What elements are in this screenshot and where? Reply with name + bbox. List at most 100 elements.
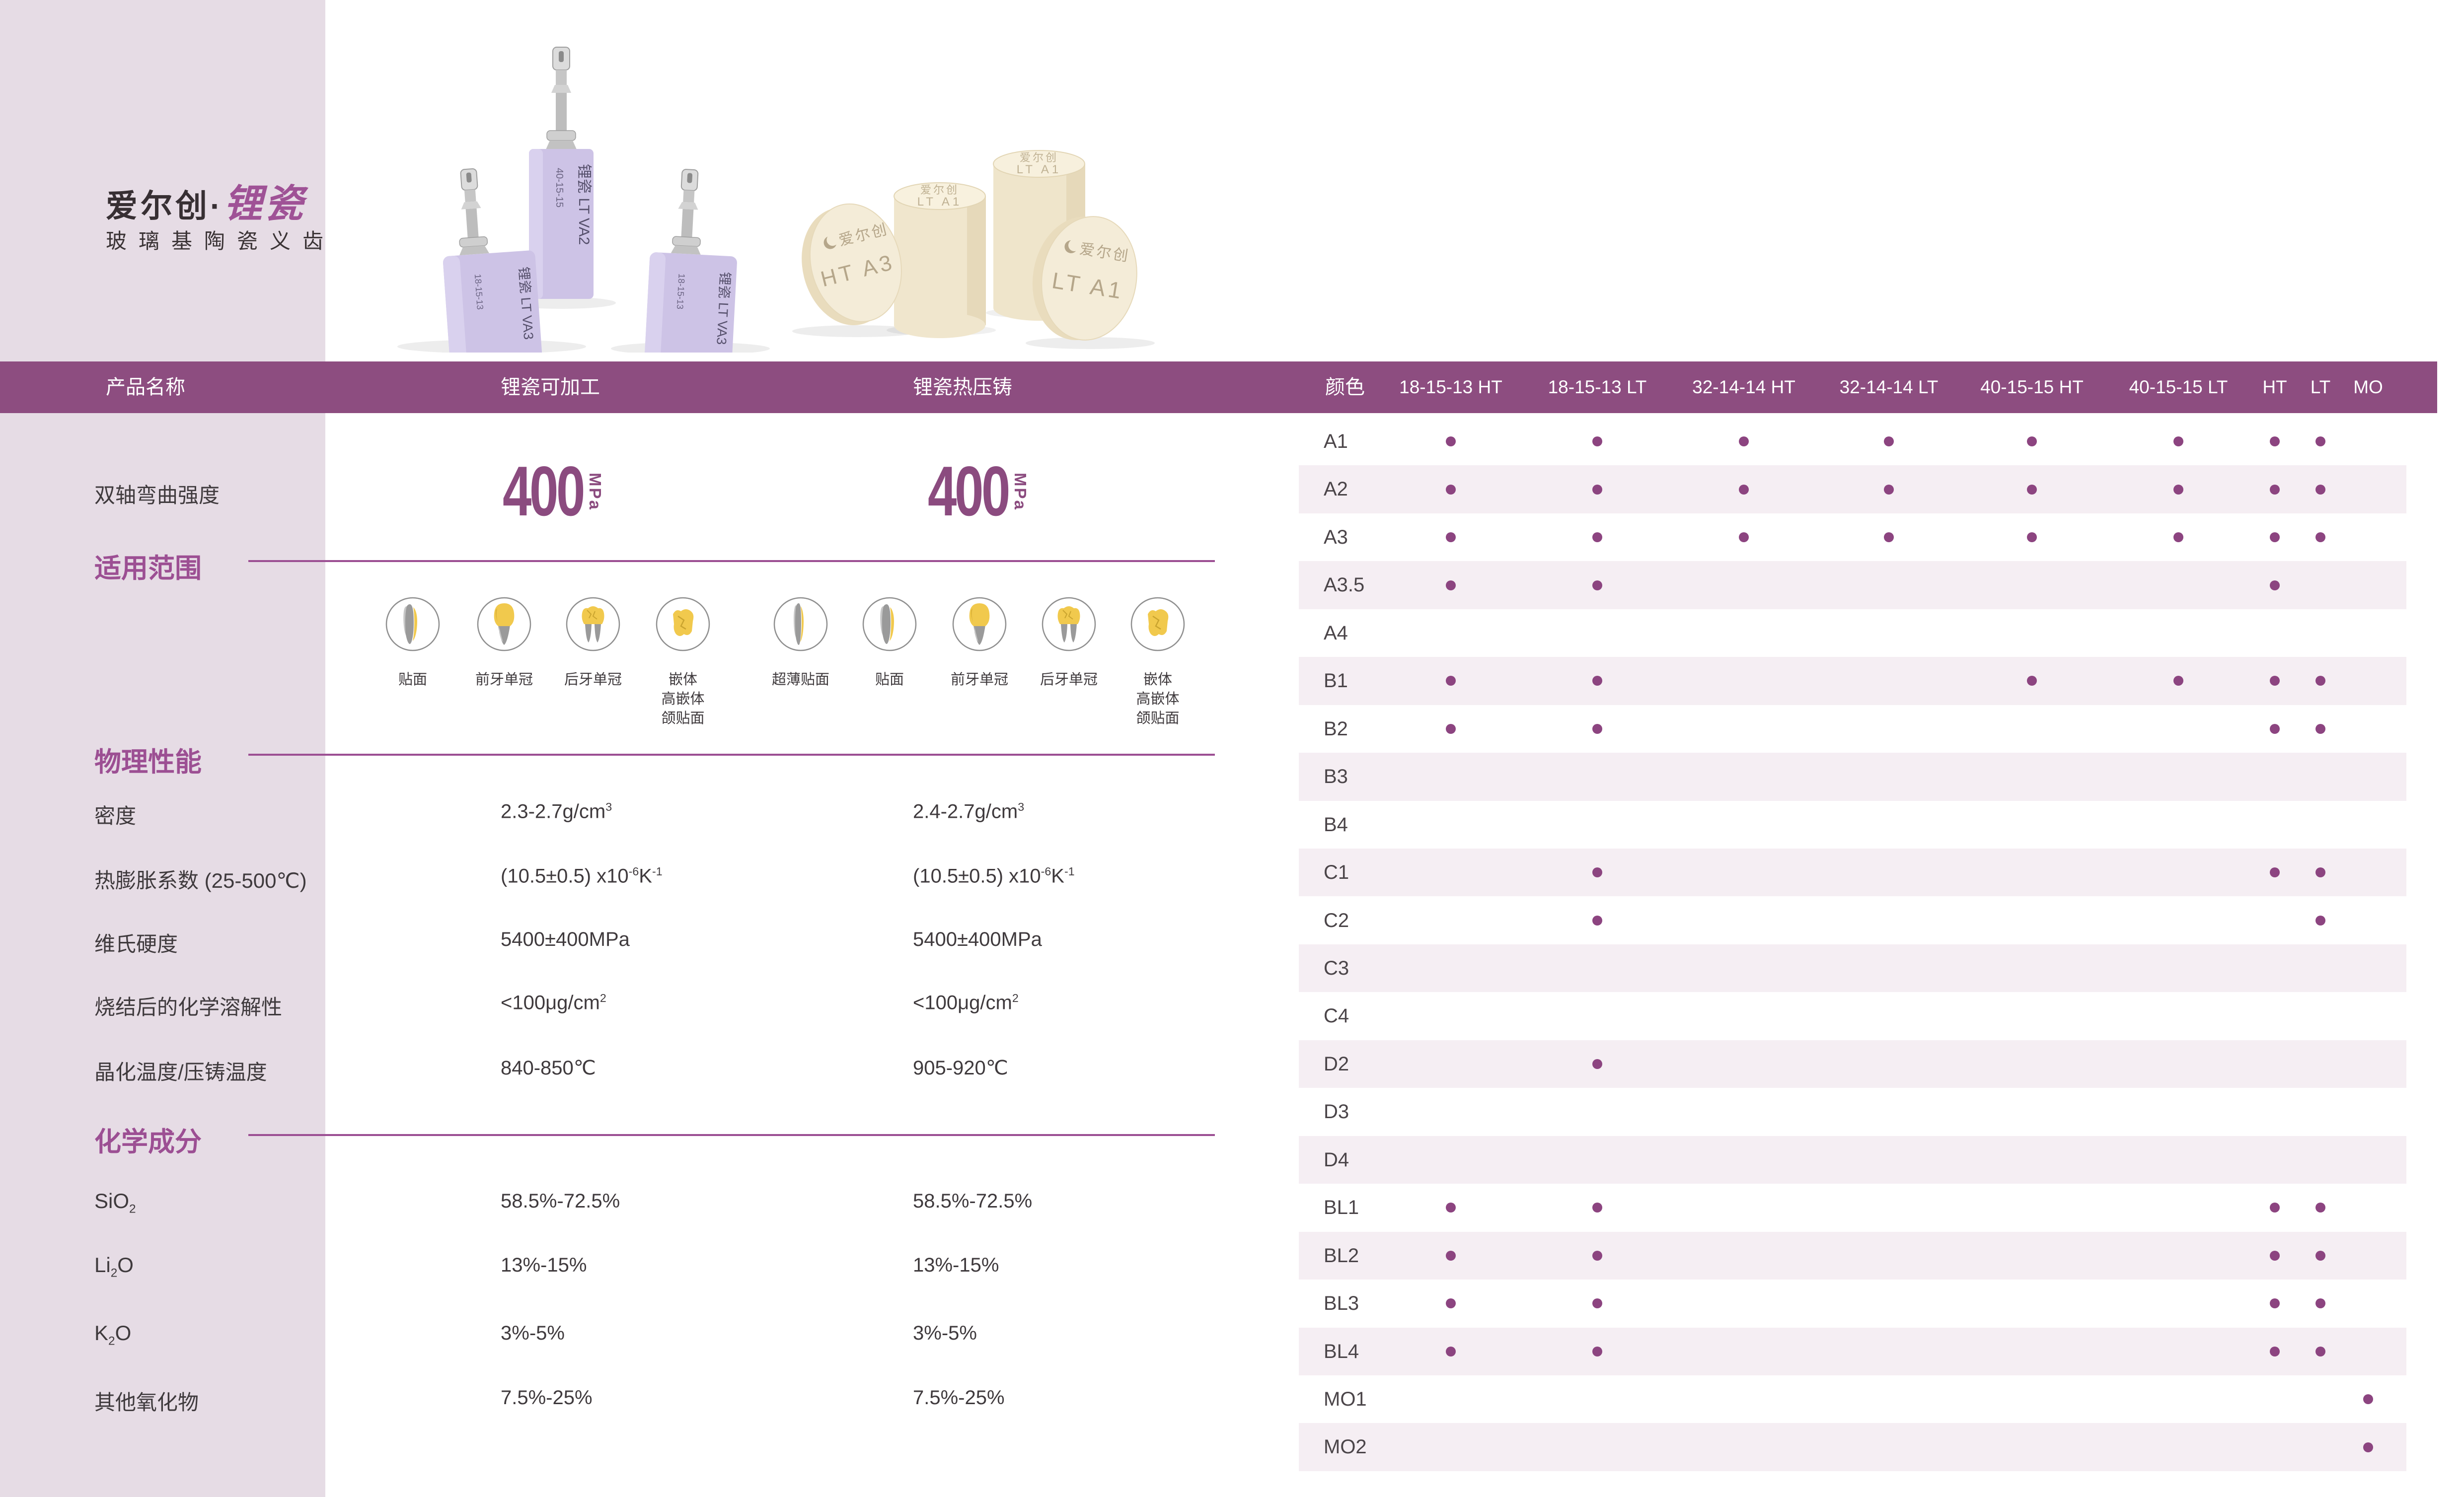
availability-dot: [2363, 1442, 2373, 1452]
shade-column-header: 40-15-15 HT: [1980, 377, 2084, 397]
property-value-machinable: 58.5%-72.5%: [501, 1190, 620, 1212]
availability-dot: [2173, 484, 2183, 495]
block-right: 锂瓷 LT VA3 18-15-13: [644, 169, 737, 353]
shade-row-label: BL2: [1324, 1244, 1359, 1267]
flexural-strength-label: 双轴弯曲强度: [94, 484, 220, 507]
thin-veneer-icon: [773, 596, 828, 652]
property-value-pressable: <100μg/cm2: [913, 992, 1019, 1014]
brand-product-name: 锂瓷: [224, 182, 305, 225]
indication-label: 前牙单冠: [920, 670, 1039, 690]
press-ingots-image: 爱尔创 LT A1 爱尔创 LT A1 爱尔创 HT A3 爱尔创 LT A1: [792, 150, 1155, 349]
shade-row-label: B3: [1324, 766, 1348, 788]
property-value-pressable: 58.5%-72.5%: [913, 1190, 1033, 1212]
availability-dot: [1446, 532, 1456, 543]
table-row-band: [1299, 849, 2406, 897]
availability-dot: [2027, 484, 2037, 495]
indication-label: 嵌体 高嵌体 颌贴面: [623, 670, 743, 728]
ingot-brand: 爱尔创: [920, 184, 959, 196]
veneer-icon: [385, 596, 441, 652]
availability-dot: [1592, 1250, 1602, 1261]
column-pressable: 锂瓷热压铸: [913, 376, 1012, 398]
flexural-strength-pressable: 400 MPa: [928, 452, 1030, 531]
block-code: 40-15-15: [554, 168, 565, 208]
availability-dot: [2315, 1298, 2325, 1309]
availability-dot: [1446, 436, 1456, 447]
shade-row-label: D3: [1324, 1101, 1349, 1123]
strength-value: 400: [503, 452, 585, 531]
block-left: 锂瓷 LT VA3 18-15-13: [443, 168, 543, 353]
property-value-pressable: 5400±400MPa: [913, 928, 1042, 950]
property-label: 密度: [94, 804, 137, 828]
availability-dot: [1592, 1203, 1602, 1213]
property-label: SiO2: [94, 1189, 136, 1216]
availability-dot: [1884, 436, 1894, 447]
shade-column-header: 32-14-14 HT: [1692, 377, 1795, 397]
property-value-pressable: 3%-5%: [913, 1322, 977, 1344]
shade-row-label: A4: [1324, 622, 1348, 644]
shade-row-label: A3: [1324, 526, 1348, 548]
property-value-machinable: 13%-15%: [501, 1254, 587, 1276]
property-value-machinable: 2.3-2.7g/cm3: [501, 800, 612, 823]
availability-dot: [2270, 436, 2280, 447]
brand-crescent-logo: [823, 234, 839, 249]
shade-column-header: 32-14-14 LT: [1839, 377, 1939, 397]
indication-label: 嵌体 高嵌体 颌贴面: [1098, 670, 1217, 728]
table-row-band: [1299, 465, 2406, 513]
availability-dot: [1592, 436, 1602, 447]
table-row-band: [1299, 657, 2406, 705]
availability-dot: [2270, 867, 2280, 878]
shade-row-label: MO2: [1324, 1436, 1367, 1458]
indication-label-line: 后牙单冠: [1040, 672, 1098, 688]
indication-label-line: 超薄贴面: [771, 672, 829, 688]
property-value-machinable: 7.5%-25%: [501, 1387, 593, 1409]
availability-dot: [1592, 1346, 1602, 1356]
availability-dot: [2270, 1298, 2280, 1309]
availability-dot: [1446, 484, 1456, 495]
availability-dot: [1592, 1059, 1602, 1069]
shade-row-label: C1: [1324, 861, 1349, 884]
property-value-machinable: 840-850℃: [501, 1057, 596, 1079]
block-mandrel: [459, 168, 489, 256]
indication-label-line: 颌贴面: [1136, 711, 1180, 726]
shade-row-label: D4: [1324, 1148, 1349, 1171]
availability-dot: [1884, 484, 1894, 495]
indication-label-line: 高嵌体: [661, 691, 705, 707]
availability-dot: [2173, 532, 2183, 543]
availability-dot: [2270, 1346, 2280, 1356]
availability-dot: [2270, 723, 2280, 734]
indication-label: 后牙单冠: [533, 670, 653, 690]
table-row-band: [1299, 1423, 2406, 1471]
shade-row-label: D2: [1324, 1053, 1349, 1075]
shade-row-label: B2: [1324, 717, 1348, 740]
ingot-disc-left: 爱尔创 HT A3: [802, 203, 902, 325]
inlay-icon: [655, 596, 711, 652]
availability-dot: [1446, 676, 1456, 686]
section-rule: [248, 1134, 1215, 1136]
availability-dot: [1446, 723, 1456, 734]
availability-dot: [2315, 1203, 2325, 1213]
availability-dot: [2315, 1346, 2325, 1356]
availability-dot: [2270, 484, 2280, 495]
shade-column-header: MO: [2353, 377, 2383, 397]
table-header-bar: 产品名称 锂瓷可加工 锂瓷热压铸 颜色 18-15-13 HT 18-15-13 …: [0, 361, 2437, 413]
availability-dot: [2173, 676, 2183, 686]
table-row-band: [1299, 561, 2406, 609]
anterior-crown-icon: [952, 596, 1007, 652]
availability-dot: [1446, 1298, 1456, 1309]
brand-subtitle: 玻璃基陶瓷义齿: [106, 229, 336, 253]
indication-label-line: 前牙单冠: [475, 672, 533, 688]
property-value-machinable: <100μg/cm2: [501, 992, 606, 1014]
availability-dot: [2027, 436, 2037, 447]
property-value-pressable: 2.4-2.7g/cm3: [913, 800, 1025, 823]
column-product-name: 产品名称: [106, 376, 185, 398]
posterior-crown-icon: [565, 596, 621, 652]
sidebar: [0, 0, 325, 1497]
shade-row-label: A3.5: [1324, 574, 1365, 596]
brand-name: 爱尔创·: [106, 188, 224, 224]
availability-dot: [1446, 580, 1456, 590]
property-value-pressable: 13%-15%: [913, 1254, 999, 1276]
block-label: 锂瓷 LT VA2: [576, 164, 592, 245]
indication-label: 前牙单冠: [445, 670, 564, 690]
shade-column-header: HT: [2262, 377, 2287, 397]
shade-column-header: 18-15-13 HT: [1399, 377, 1502, 397]
